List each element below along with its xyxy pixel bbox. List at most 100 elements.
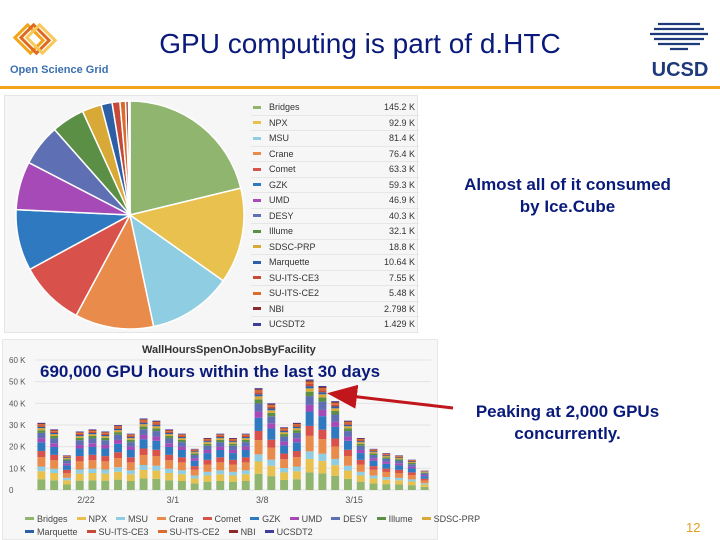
bar-segment bbox=[318, 409, 327, 417]
bar-segment bbox=[114, 430, 122, 433]
facility-value: 46.9 K bbox=[388, 195, 415, 206]
bar-segment bbox=[126, 446, 135, 450]
legend-item[interactable]: GZK bbox=[250, 514, 281, 524]
bar-segment bbox=[292, 466, 301, 472]
legend-item[interactable]: SDSC-PRP bbox=[421, 514, 480, 524]
bar-segment bbox=[101, 480, 110, 490]
bar-segment bbox=[356, 453, 365, 460]
legend-item[interactable]: UMD bbox=[289, 514, 322, 524]
bar-segment bbox=[318, 473, 327, 490]
bar-segment bbox=[254, 389, 263, 391]
legend-item[interactable]: Illume bbox=[376, 513, 413, 524]
bar-segment bbox=[114, 434, 122, 440]
bar-segment bbox=[420, 472, 429, 474]
bar-segment bbox=[152, 426, 161, 429]
facility-value: 7.55 K bbox=[388, 272, 415, 283]
bar-segment bbox=[267, 405, 276, 407]
bar-segment bbox=[165, 480, 174, 490]
chart-legend: Bridges NPX MSU Crane Comet GZK UMD DESY Illume S… bbox=[25, 512, 480, 538]
bar-segment bbox=[50, 431, 59, 433]
bar-segment bbox=[62, 463, 71, 466]
bar-segment bbox=[395, 457, 404, 459]
bar-segment bbox=[190, 451, 199, 453]
bar-segment bbox=[292, 425, 301, 427]
bar-segment bbox=[75, 461, 84, 470]
bar-segment bbox=[395, 465, 404, 470]
bar-segment bbox=[37, 442, 46, 452]
facility-row: MSU 81.4 K bbox=[251, 131, 419, 147]
legend-swatch bbox=[25, 530, 34, 533]
bar-segment bbox=[139, 434, 148, 440]
legend-item[interactable]: Comet bbox=[202, 514, 241, 524]
bar-segment bbox=[216, 433, 225, 435]
facility-table: Bridges 145.2 K NPX 92.9 K MSU 81.4 K Crane 76.… bbox=[251, 100, 419, 333]
bar-segment bbox=[356, 449, 365, 454]
bar-segment bbox=[101, 431, 110, 433]
bar-segment bbox=[407, 461, 416, 463]
bar-segment bbox=[203, 471, 212, 476]
facility-name: DESY bbox=[269, 210, 294, 221]
bar-segment bbox=[177, 442, 186, 447]
legend-item[interactable]: SU-ITS-CE3 bbox=[86, 527, 149, 537]
bar-segment bbox=[395, 460, 404, 464]
bar-segment bbox=[369, 455, 378, 459]
bar-segment bbox=[152, 440, 161, 450]
legend-item[interactable]: DESY bbox=[331, 514, 368, 524]
bar-segment bbox=[114, 458, 122, 468]
bar-segment bbox=[407, 472, 416, 476]
legend-label: Illume bbox=[388, 513, 413, 524]
legend-label: Bridges bbox=[37, 513, 68, 524]
bar-segment bbox=[344, 422, 352, 424]
bar-segment bbox=[280, 441, 289, 446]
bar-segment bbox=[37, 428, 46, 431]
bar-segment bbox=[190, 466, 199, 470]
bar-segment bbox=[292, 430, 301, 433]
bar-segment bbox=[50, 434, 59, 437]
bar-segment bbox=[101, 461, 110, 470]
bar-segment bbox=[254, 388, 263, 390]
bar-segment bbox=[331, 408, 340, 411]
facility-value: 40.3 K bbox=[388, 210, 415, 221]
bar-segment bbox=[88, 429, 97, 430]
bar-segment bbox=[75, 432, 84, 434]
bar-segment bbox=[190, 455, 199, 459]
bar-segment bbox=[382, 455, 391, 457]
bar-segment bbox=[356, 439, 365, 441]
bar-segment bbox=[50, 430, 59, 432]
bar-segment bbox=[203, 475, 212, 482]
slide-title: GPU computing is part of d.HTC bbox=[159, 28, 561, 59]
bar-segment bbox=[395, 463, 404, 466]
bar-segment bbox=[267, 465, 276, 477]
bar-segment bbox=[407, 460, 416, 462]
bar-segment bbox=[88, 429, 97, 431]
legend-item[interactable]: NPX bbox=[76, 514, 107, 524]
legend-item[interactable]: NBI bbox=[228, 527, 256, 537]
bar-segment bbox=[165, 468, 174, 474]
bar-segment bbox=[305, 386, 314, 389]
legend-item[interactable]: Marquette bbox=[25, 527, 78, 537]
bar-segment bbox=[139, 418, 148, 420]
legend-item[interactable]: SU-ITS-CE2 bbox=[157, 527, 220, 537]
bar-segment bbox=[420, 480, 429, 484]
bar-segment bbox=[216, 474, 225, 481]
bar-segment bbox=[101, 437, 110, 441]
facility-row: Illume 32.1 K bbox=[251, 224, 419, 240]
legend-swatch bbox=[25, 517, 34, 520]
facility-name: SU-ITS-CE2 bbox=[269, 288, 320, 299]
legend-item[interactable]: Crane bbox=[157, 514, 194, 524]
bar-segment bbox=[356, 464, 365, 472]
x-tick-label: 3/1 bbox=[167, 495, 180, 505]
bar-segment bbox=[203, 459, 212, 465]
bar-segment bbox=[318, 390, 327, 393]
legend-item[interactable]: Bridges bbox=[25, 514, 68, 524]
bar-segment bbox=[356, 443, 365, 446]
bar-segment bbox=[126, 438, 135, 440]
bar-segment bbox=[114, 479, 122, 490]
bar-segment bbox=[305, 396, 314, 405]
legend-item[interactable]: UCSDT2 bbox=[264, 527, 313, 537]
legend-item[interactable]: MSU bbox=[116, 514, 148, 524]
bar-segment bbox=[165, 429, 174, 431]
bar-segment bbox=[331, 446, 340, 459]
bar-segment bbox=[50, 460, 59, 469]
bar-segment bbox=[203, 438, 212, 439]
